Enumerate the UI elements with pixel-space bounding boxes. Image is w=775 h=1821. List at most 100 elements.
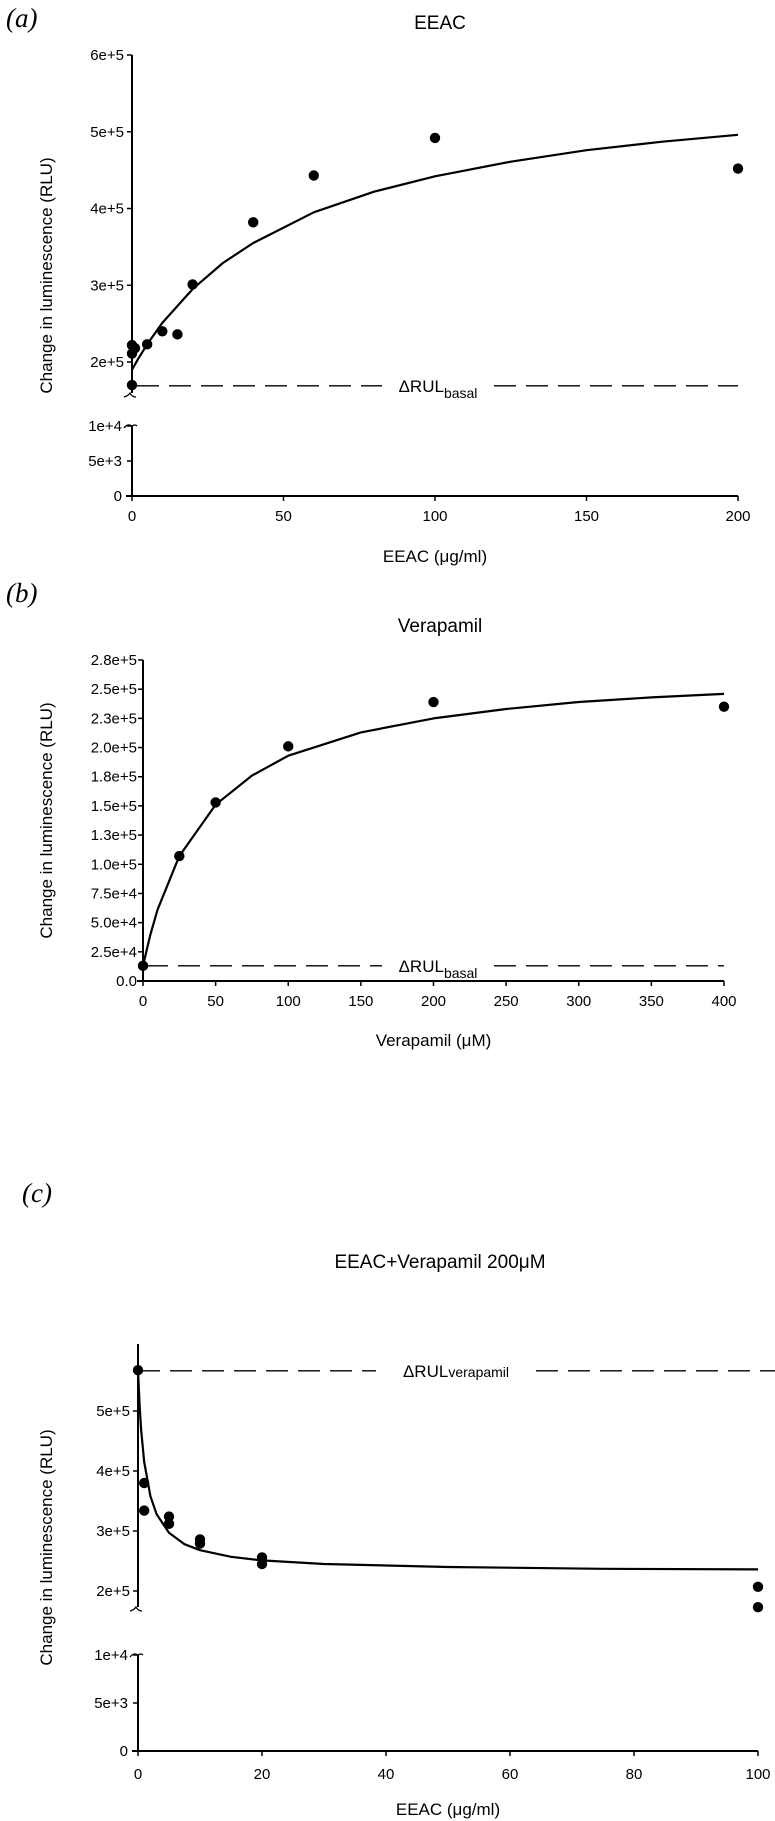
- data-point: [283, 741, 294, 752]
- y-tick-label: 3e+5: [90, 277, 124, 294]
- data-point: [141, 339, 153, 350]
- y-tick-label: 2.5e+4: [91, 944, 137, 961]
- y-tick-label: 2e+5: [96, 1583, 130, 1600]
- y-tick-label: 4e+5: [96, 1463, 130, 1480]
- x-tick-label: 100: [422, 508, 447, 525]
- x-tick-label: 50: [207, 993, 224, 1010]
- panel-label: (c): [22, 1178, 52, 1208]
- y-tick-label: 6e+5: [90, 47, 124, 64]
- data-point: [187, 279, 198, 290]
- chart-panel-a: (a) EEAC 2e+5 3e+5 4e+5 5e+5 6e+5 0 5e+3 1e+4 0 50 1…: [6, 3, 751, 566]
- data-point: [256, 1558, 268, 1570]
- x-tick-label: 400: [711, 993, 736, 1010]
- x-tick-label: 350: [639, 993, 664, 1010]
- y-axis-label: Change in luminescence (RLU): [37, 1429, 56, 1665]
- x-tick-label: 100: [745, 1766, 770, 1783]
- panel-label: (b): [6, 578, 37, 608]
- reference-label-main: ΔRUL: [399, 377, 444, 396]
- y-tick-label: 2.0e+5: [91, 740, 137, 757]
- fit-curve: [131, 133, 739, 371]
- chart-title: EEAC+Verapamil 200μM: [334, 1252, 545, 1273]
- data-point: [429, 132, 441, 144]
- panel-label: (a): [6, 3, 37, 33]
- chart-title: EEAC: [414, 13, 466, 34]
- data-point: [248, 217, 259, 228]
- data-point: [174, 850, 185, 862]
- y-tick-label: 0: [114, 488, 122, 505]
- reference-line-label: ΔRULbasal: [399, 377, 478, 401]
- data-point: [194, 1538, 206, 1549]
- x-tick-label: 200: [421, 993, 446, 1010]
- data-point: [137, 960, 149, 972]
- y-axis-label: Change in luminescence (RLU): [37, 702, 56, 938]
- x-tick-label: 200: [725, 508, 750, 525]
- y-tick-label: 1e+4: [94, 1647, 128, 1664]
- y-tick-label: 1.3e+5: [91, 827, 137, 844]
- y-tick-label: 5e+3: [88, 453, 122, 470]
- y-tick-label: 2.3e+5: [91, 710, 137, 727]
- x-tick-label: 80: [626, 1766, 643, 1783]
- y-tick-label: 1.8e+5: [91, 769, 137, 786]
- reference-label-sub: verapamil: [448, 1364, 509, 1380]
- fit-curve: [141, 692, 725, 967]
- reference-label-sub: basal: [444, 965, 477, 981]
- x-tick-label: 250: [494, 993, 519, 1010]
- data-point: [718, 701, 730, 712]
- y-tick-label: 1.5e+5: [91, 798, 137, 815]
- data-point: [308, 170, 319, 181]
- x-tick-label: 60: [502, 1766, 519, 1783]
- chart-title: Verapamil: [398, 616, 483, 637]
- x-axis-label: EEAC (μg/ml): [396, 1800, 500, 1819]
- fit-curve: [136, 1370, 759, 1571]
- reference-label-main: ΔRUL: [403, 1362, 448, 1381]
- y-tick-label: 5e+5: [90, 124, 124, 141]
- y-tick-label: 2e+5: [90, 354, 124, 371]
- data-point: [139, 1505, 150, 1516]
- data-point: [129, 342, 141, 354]
- y-tick-label: 2.8e+5: [91, 652, 137, 669]
- data-point: [732, 163, 744, 174]
- data-point: [163, 1518, 175, 1530]
- y-tick-label: 5e+3: [94, 1695, 128, 1712]
- y-tick-label: 3e+5: [96, 1523, 130, 1540]
- axis-break-icon: [129, 1605, 143, 1612]
- x-tick-label: 0: [139, 993, 147, 1010]
- reference-label-main: ΔRUL: [399, 957, 444, 976]
- y-axis-label: Change in luminescence (RLU): [37, 157, 56, 393]
- data-point: [210, 797, 221, 808]
- data-point: [163, 1511, 175, 1522]
- x-tick-label: 40: [378, 1766, 395, 1783]
- reference-line-label: ΔRULbasal: [399, 957, 478, 981]
- data-point: [157, 326, 168, 337]
- axis-break-icon: [123, 391, 137, 398]
- x-tick-label: 0: [128, 508, 136, 525]
- data-point: [752, 1581, 764, 1593]
- y-tick-label: 4e+5: [90, 201, 124, 218]
- y-tick-label: 5e+5: [96, 1403, 130, 1420]
- x-tick-label: 50: [275, 508, 292, 525]
- x-tick-label: 150: [574, 508, 599, 525]
- reference-line-label: ΔRULverapamil: [403, 1362, 509, 1381]
- y-tick-label: 1.0e+5: [91, 856, 137, 873]
- x-tick-label: 150: [348, 993, 373, 1010]
- data-point: [126, 379, 138, 391]
- x-tick-label: 0: [134, 1766, 142, 1783]
- y-tick-label: 0: [120, 1743, 128, 1760]
- x-tick-label: 20: [254, 1766, 271, 1783]
- x-tick-label: 100: [276, 993, 301, 1010]
- x-tick-label: 300: [566, 993, 591, 1010]
- y-tick-label: 0.0: [116, 973, 137, 990]
- y-tick-label: 7.5e+4: [91, 885, 137, 902]
- x-axis-label: EEAC (μg/ml): [383, 547, 487, 566]
- chart-panel-c: (c) EEAC+Verapamil 200μM 2e+5 3e+5 4e+5 5e+5 0…: [22, 1178, 775, 1819]
- y-tick-label: 2.5e+5: [91, 681, 137, 698]
- data-point: [172, 329, 183, 340]
- y-tick-label: 1e+4: [88, 418, 122, 435]
- data-point: [428, 696, 439, 708]
- data-point: [752, 1602, 764, 1613]
- reference-label-sub: basal: [444, 385, 477, 401]
- chart-panel-b: (b) Verapamil 0.0 2.5e+4 5.0e+4 7.5e+4 1.0e+5 1…: [6, 578, 737, 1050]
- data-point: [132, 1365, 144, 1376]
- x-axis-label: Verapamil (μM): [376, 1031, 492, 1050]
